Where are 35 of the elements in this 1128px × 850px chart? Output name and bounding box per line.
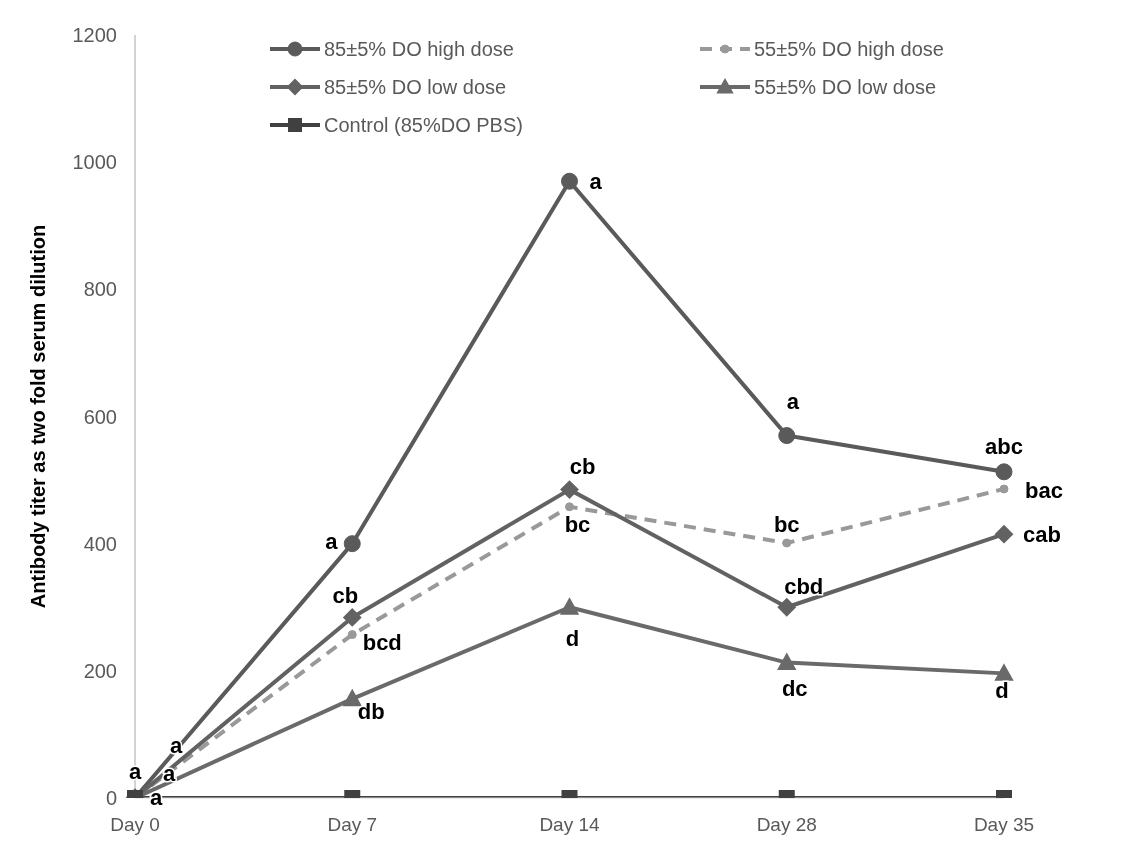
data-label: cb (569, 454, 596, 480)
y-tick-label: 600 (83, 405, 117, 428)
x-tick-label: Day 35 (973, 814, 1035, 836)
y-axis-title: Antibody titer as two fold serum dilution (27, 224, 50, 609)
x-tick-label: Day 0 (110, 814, 160, 836)
y-tick-label: 200 (83, 659, 117, 682)
data-label: bac (1025, 478, 1063, 504)
data-label: cab (1023, 521, 1061, 547)
legend-label: 55±5% DO high dose (754, 37, 944, 61)
data-label: d (995, 677, 1009, 703)
y-tick-label: 0 (105, 787, 117, 810)
data-label: d (565, 625, 580, 651)
data-label: bcd (362, 630, 402, 656)
data-label: a (325, 529, 339, 555)
data-label: cb (332, 582, 359, 608)
legend-label: 85±5% DO high dose (324, 37, 514, 61)
x-tick-label: Day 28 (756, 814, 817, 836)
data-label: bc (773, 511, 800, 537)
y-tick-label: 800 (83, 278, 117, 301)
data-label: a (786, 389, 800, 415)
data-label: dc (781, 676, 808, 702)
legend-label: 85±5% DO low dose (324, 75, 507, 99)
data-label: a (589, 168, 603, 194)
data-label: a (128, 758, 142, 784)
data-label: db (357, 699, 385, 725)
data-label: cbd (784, 573, 824, 599)
data-label: bc (564, 512, 591, 538)
y-tick-label: 1200 (72, 24, 117, 47)
legend-label: Control (85%DO PBS) (324, 113, 523, 137)
y-tick-label: 1000 (72, 151, 117, 174)
data-label: abc (985, 434, 1023, 460)
legend-label: 55±5% DO low dose (754, 75, 937, 99)
x-tick-label: Day 7 (327, 814, 378, 836)
y-tick-label: 400 (83, 532, 117, 555)
x-tick-label: Day 14 (539, 814, 601, 836)
